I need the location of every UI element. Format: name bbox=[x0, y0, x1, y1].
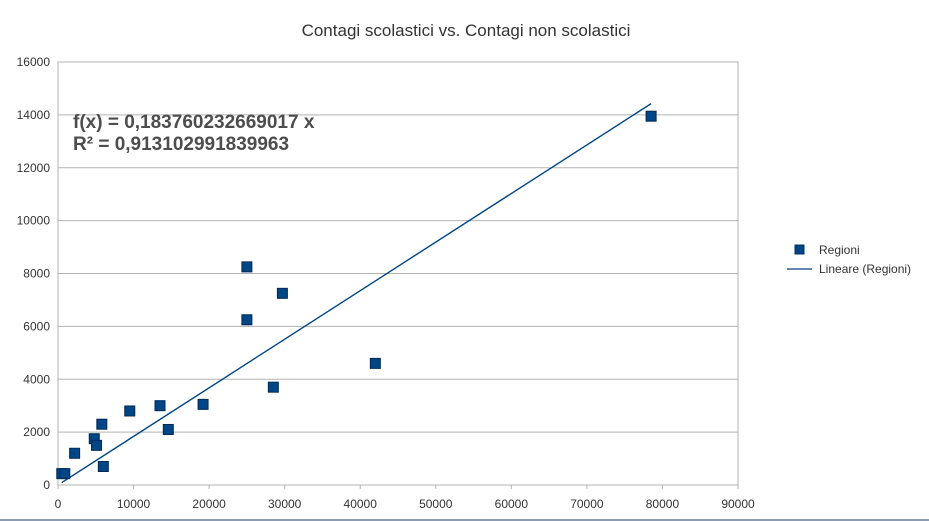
data-point bbox=[267, 381, 279, 393]
y-tick-label: 16000 bbox=[17, 55, 51, 69]
legend-label-lineare: Lineare (Regioni) bbox=[819, 262, 911, 276]
trendline-equation: f(x) = 0,183760232669017 x bbox=[73, 112, 315, 133]
data-point bbox=[276, 287, 288, 299]
data-point bbox=[124, 405, 136, 417]
data-point bbox=[645, 110, 657, 122]
x-tick-label: 0 bbox=[55, 497, 62, 511]
y-tick-label: 0 bbox=[43, 478, 50, 492]
x-tick-label: 50000 bbox=[419, 497, 453, 511]
data-point bbox=[241, 314, 253, 326]
y-tick-label: 14000 bbox=[17, 108, 51, 122]
r-squared: R² = 0,913102991839963 bbox=[73, 134, 289, 155]
legend: Regioni Lineare (Regioni) bbox=[787, 243, 911, 276]
data-point bbox=[197, 398, 209, 410]
x-tick-label: 70000 bbox=[570, 497, 604, 511]
data-point bbox=[97, 460, 109, 472]
data-point bbox=[154, 400, 166, 412]
data-point bbox=[69, 447, 81, 459]
y-tick-label: 8000 bbox=[23, 267, 50, 281]
plot-frame bbox=[57, 61, 739, 486]
x-tick-label: 10000 bbox=[117, 497, 151, 511]
legend-label-regioni: Regioni bbox=[819, 243, 860, 257]
y-axis-ticks: 0 2000 4000 6000 8000 10000 12000 14000 16000 bbox=[17, 55, 51, 492]
data-point bbox=[96, 418, 108, 430]
y-tick-label: 2000 bbox=[23, 425, 50, 439]
data-point bbox=[369, 357, 381, 369]
trendline bbox=[61, 103, 652, 484]
data-point bbox=[59, 468, 71, 480]
x-tick-label: 80000 bbox=[646, 497, 680, 511]
y-tick-label: 12000 bbox=[17, 161, 51, 175]
x-tick-label: 40000 bbox=[344, 497, 378, 511]
chart-title: Contagi scolastici vs. Contagi non scola… bbox=[302, 21, 631, 40]
scatter-points bbox=[56, 110, 657, 480]
bottom-border bbox=[0, 519, 929, 521]
x-tick-label: 60000 bbox=[495, 497, 529, 511]
x-tick-label: 30000 bbox=[268, 497, 302, 511]
data-point bbox=[241, 261, 253, 273]
data-point bbox=[91, 439, 103, 451]
y-tick-label: 4000 bbox=[23, 372, 50, 386]
data-point bbox=[162, 423, 174, 435]
x-tick-label: 20000 bbox=[192, 497, 226, 511]
x-tick-label: 90000 bbox=[721, 497, 755, 511]
y-tick-label: 6000 bbox=[23, 319, 50, 333]
trendline-group bbox=[61, 103, 652, 484]
y-tick-label: 10000 bbox=[17, 214, 51, 228]
x-axis-ticks: 0 10000 20000 30000 40000 50000 60000 70000 8000… bbox=[55, 485, 755, 511]
legend-marker-square bbox=[794, 244, 805, 255]
